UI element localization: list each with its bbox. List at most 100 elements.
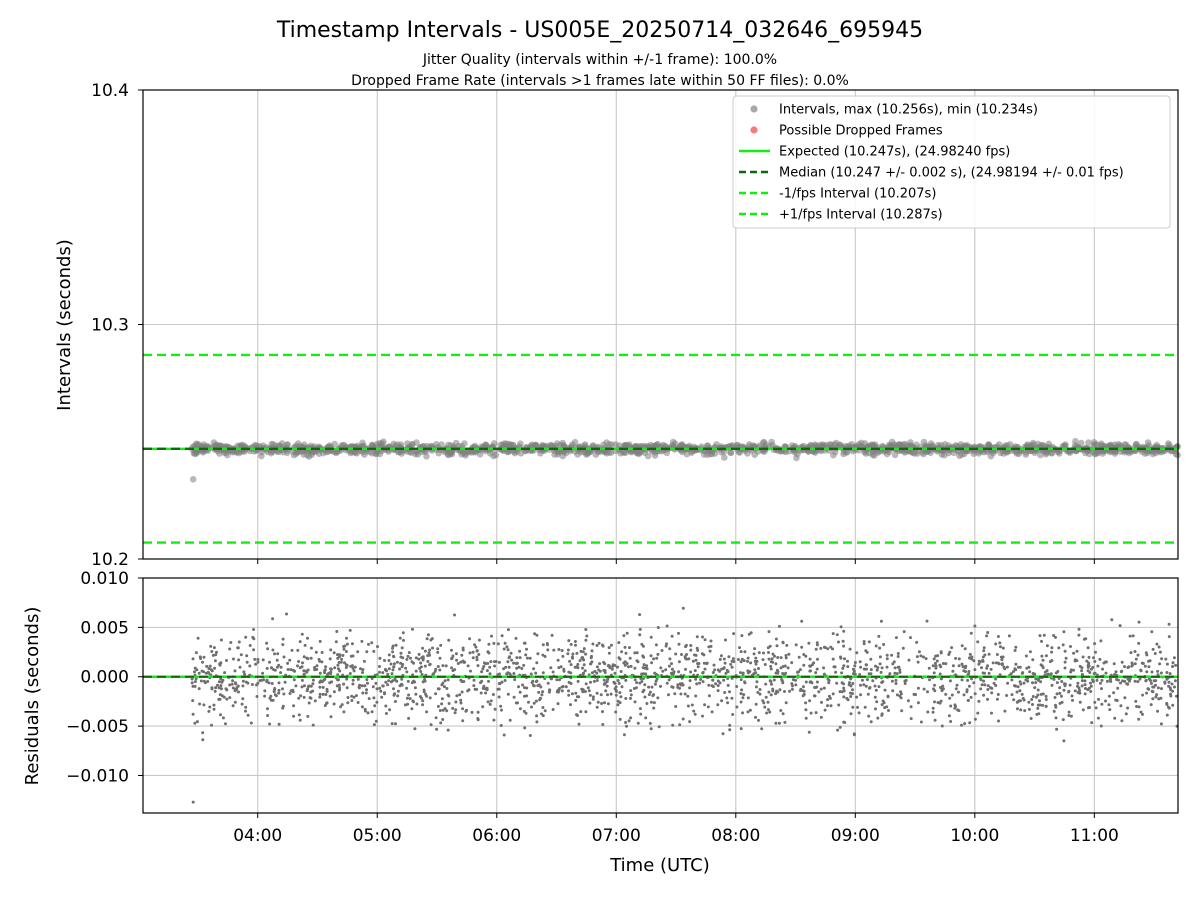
residual-point: [195, 720, 199, 724]
residual-point: [739, 650, 743, 654]
residual-point: [453, 613, 456, 617]
residual-point: [916, 701, 920, 705]
residual-point: [505, 645, 509, 649]
residual-point: [507, 665, 511, 669]
residual-point: [926, 690, 929, 694]
residual-point: [1149, 681, 1153, 685]
residual-point: [886, 694, 890, 698]
residual-point: [1099, 681, 1102, 685]
residual-point: [1069, 645, 1072, 648]
residual-point: [1010, 693, 1014, 697]
residual-point: [691, 659, 695, 663]
residual-point: [384, 704, 388, 708]
interval-point: [447, 442, 455, 449]
residual-point: [693, 669, 697, 673]
residual-point: [351, 654, 355, 658]
residual-point: [349, 664, 353, 668]
residual-point: [556, 658, 560, 662]
residual-point: [433, 669, 437, 673]
residual-point: [1094, 706, 1098, 710]
residuals-y-tick-label: 0.000: [80, 668, 129, 688]
residual-point: [933, 689, 937, 693]
residual-point: [360, 684, 364, 688]
residual-point: [1108, 708, 1112, 712]
residual-point: [197, 671, 201, 675]
residual-point: [925, 619, 929, 623]
residual-point: [206, 680, 210, 683]
residual-point: [417, 652, 421, 656]
residual-point: [434, 692, 438, 696]
residual-point: [496, 642, 500, 646]
residual-point: [845, 696, 849, 700]
residual-point: [1040, 654, 1044, 658]
residual-point: [202, 655, 206, 659]
residual-point: [317, 657, 321, 661]
residual-point: [560, 649, 564, 652]
residual-point: [426, 654, 430, 658]
residual-point: [726, 670, 730, 674]
interval-point: [433, 441, 440, 448]
residual-point: [362, 659, 366, 663]
residual-point: [1126, 706, 1130, 710]
residual-point: [633, 700, 637, 704]
residual-point: [1063, 660, 1067, 664]
residual-point: [897, 665, 901, 669]
x-tick-label: 10:00: [950, 826, 999, 846]
residual-point: [1171, 661, 1175, 665]
residual-point: [863, 705, 867, 709]
residual-point: [842, 682, 845, 686]
residual-point: [976, 711, 980, 715]
residual-point: [392, 665, 396, 669]
residual-point: [570, 692, 574, 696]
residual-point: [585, 634, 589, 638]
residual-point: [900, 709, 904, 713]
residual-point: [231, 704, 235, 708]
residual-point: [632, 687, 636, 690]
residual-point: [1005, 694, 1009, 697]
residual-point: [468, 651, 472, 655]
residual-point: [739, 700, 743, 704]
interval-point: [920, 438, 928, 446]
residual-point: [488, 665, 492, 669]
residual-point: [500, 680, 504, 684]
residual-point: [441, 681, 445, 685]
residual-point: [487, 679, 490, 683]
residual-point: [1137, 705, 1141, 709]
residual-point: [1036, 706, 1040, 710]
residual-point: [837, 640, 840, 644]
residual-point: [1061, 643, 1065, 647]
residual-point: [732, 632, 736, 636]
residual-point: [1080, 679, 1084, 683]
residual-point: [567, 680, 571, 684]
residual-point: [328, 657, 332, 661]
residual-point: [477, 638, 481, 642]
residual-point: [880, 703, 884, 707]
residual-point: [391, 646, 394, 650]
residual-point: [509, 651, 513, 655]
residual-point: [1015, 707, 1019, 711]
residual-point: [771, 660, 775, 664]
residual-point: [659, 666, 663, 670]
residual-point: [241, 684, 245, 688]
residual-point: [652, 693, 656, 697]
residual-point: [1054, 703, 1057, 707]
residual-point: [967, 672, 971, 676]
residual-point: [766, 646, 770, 650]
residual-point: [204, 671, 208, 675]
residual-point: [503, 641, 507, 645]
residual-point: [406, 654, 410, 658]
residual-point: [337, 683, 341, 687]
residual-point: [963, 647, 967, 651]
residual-point: [460, 680, 464, 684]
residual-point: [1036, 688, 1040, 692]
residual-point: [840, 671, 844, 675]
residual-point: [1100, 687, 1103, 691]
residual-point: [1089, 690, 1093, 693]
residual-point: [836, 728, 840, 732]
residual-point: [804, 701, 808, 705]
residual-point: [869, 672, 873, 676]
residual-point: [595, 671, 599, 675]
residual-point: [1127, 665, 1131, 669]
residual-point: [1114, 670, 1118, 674]
residual-point: [1098, 657, 1102, 661]
